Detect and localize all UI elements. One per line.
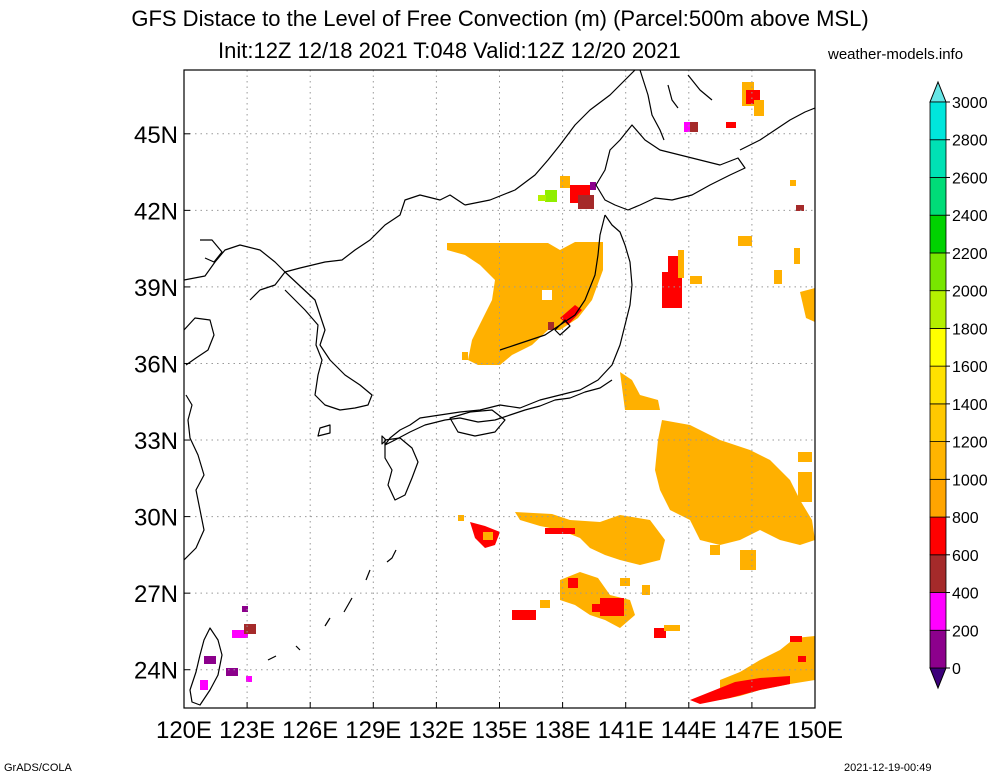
colorbar-label: 1600 (952, 359, 988, 376)
lon-tick-label: 135E (471, 717, 527, 744)
colorbar-label: 2000 (952, 284, 988, 301)
footer-grads: GrADS/COLA (4, 762, 72, 774)
grid-lines (184, 70, 815, 708)
colorbar-segment (929, 629, 947, 669)
latitude-tick-labels: 24N 27N 30N 33N 36N 39N 42N 45N (134, 122, 190, 685)
colorbar-label: 2200 (952, 246, 988, 263)
lat-tick-label: 45N (134, 122, 178, 149)
lon-tick-label: 129E (345, 717, 401, 744)
colorbar-label: 1400 (952, 397, 988, 414)
longitude-tick-labels: 120E 123E 126E 129E 132E 135E 138E 141E 144E 147E… (156, 702, 843, 744)
colorbar-segment (929, 403, 947, 443)
lat-tick-label: 24N (134, 658, 178, 685)
colorbar-segment (929, 554, 947, 593)
colorbar-segment (929, 365, 947, 405)
map-subtitle: Init:12Z 12/18 2021 T:048 Valid:12Z 12/2… (218, 38, 681, 63)
lon-tick-label: 141E (598, 717, 654, 744)
colorbar-under-arrow (929, 667, 947, 690)
colorbar-over-arrow (929, 80, 947, 103)
lat-tick-label: 42N (134, 198, 178, 225)
colorbar-label: 200 (952, 623, 979, 640)
coastlines (184, 70, 815, 706)
lon-tick-label: 132E (408, 717, 464, 744)
colorbar-label: 2800 (952, 133, 988, 150)
colorbar-label: 1200 (952, 435, 988, 452)
colorbar-segment (929, 592, 947, 631)
colorbar-segment (929, 290, 947, 329)
footer-timestamp: 2021-12-19-00:49 (844, 762, 932, 774)
lon-tick-label: 144E (661, 717, 717, 744)
colorbar-label: 2600 (952, 170, 988, 187)
lat-tick-label: 39N (134, 275, 178, 302)
colorbar-label: 2400 (952, 208, 988, 225)
colorbar-segment (929, 441, 947, 480)
site-label: weather-models.info (828, 46, 964, 63)
colorbar-segment (929, 478, 947, 518)
lon-tick-label: 123E (219, 717, 275, 744)
lfc-shaded-field (200, 82, 815, 704)
colorbar-label: 600 (952, 548, 979, 565)
colorbar-segment (929, 139, 947, 178)
colorbar-labels: 0 200 400 600 800 1000 1200 1400 1600 1800 2000 220… (946, 95, 988, 678)
lon-tick-label: 150E (787, 717, 843, 744)
colorbar-segment (929, 214, 947, 254)
lat-tick-label: 33N (134, 428, 178, 455)
colorbar-segment (929, 516, 947, 556)
map-title: GFS Distace to the Level of Free Convect… (131, 6, 869, 31)
colorbar-label: 1000 (952, 472, 988, 489)
colorbar-segment (929, 252, 947, 292)
colorbar-segment (929, 177, 947, 216)
lon-tick-label: 138E (535, 717, 591, 744)
lon-tick-label: 147E (724, 717, 780, 744)
colorbar-segment (929, 327, 947, 367)
colorbar-segment (929, 101, 947, 141)
lat-tick-label: 36N (134, 351, 178, 378)
colorbar-label: 800 (952, 510, 979, 527)
colorbar (929, 80, 947, 690)
colorbar-label: 400 (952, 586, 979, 603)
colorbar-label: 3000 (952, 95, 988, 112)
lon-tick-label: 120E (156, 717, 212, 744)
colorbar-label: 0 (952, 661, 961, 678)
lat-tick-label: 27N (134, 581, 178, 608)
colorbar-label: 1800 (952, 321, 988, 338)
lat-tick-label: 30N (134, 505, 178, 532)
lon-tick-label: 126E (282, 717, 338, 744)
